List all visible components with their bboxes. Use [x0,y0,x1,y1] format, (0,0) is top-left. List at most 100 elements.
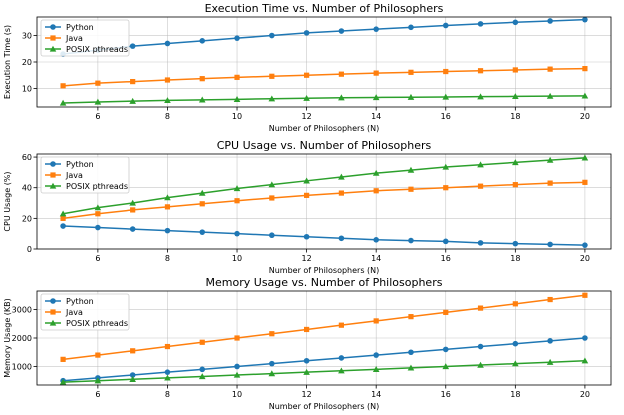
y-tick-label: 3000 [12,306,32,315]
legend-marker [50,298,56,304]
data-point [373,237,379,243]
x-tick-label: 6 [95,112,100,121]
x-axis-label: Number of Philosophers (N) [269,402,380,411]
legend-label: POSIX pthreads [66,319,128,328]
data-point [95,80,101,86]
data-point [582,335,588,341]
x-axis-label: Number of Philosophers (N) [269,266,380,275]
legend: Python Java POSIX pthreads [40,293,130,331]
data-point [442,346,449,353]
x-tick-label: 10 [232,112,242,121]
y-axis-label: Memory Usage (KB) [3,298,12,378]
data-point [512,93,519,100]
data-point [199,38,206,44]
data-point [198,189,206,196]
data-point [233,96,241,102]
data-point [304,72,310,78]
data-point [442,22,449,29]
data-point [581,92,589,99]
legend-marker [50,24,56,30]
data-point [164,343,171,350]
series-line [62,181,585,220]
data-point [164,204,171,210]
legend-box [40,19,130,57]
data-point [512,340,519,347]
data-point [234,335,240,341]
data-point [547,66,553,72]
data-point [164,97,171,104]
data-point [94,98,102,105]
data-point [268,95,276,102]
data-point [60,215,66,221]
data-point [60,83,66,89]
data-point [129,376,136,382]
axes-frame [36,153,612,250]
data-point [269,32,275,39]
data-point [477,361,484,368]
data-point [303,177,310,184]
data-point [60,356,66,362]
data-point [442,238,449,245]
data-point [129,97,136,104]
series-posix-pthreads [59,154,589,217]
data-point [582,242,588,248]
y-axis-label: Execution Time (s) [3,25,12,99]
series-line [63,360,585,383]
data-point [164,40,171,47]
data-point [303,357,310,364]
data-point [304,192,310,198]
x-tick-label: 18 [510,254,520,263]
data-point [95,211,101,217]
x-tick-label: 6 [95,254,100,263]
legend-label: POSIX pthreads [66,182,128,191]
data-point [130,78,136,85]
legend-marker [50,35,56,41]
data-point [95,352,101,358]
x-tick-label: 12 [302,254,312,263]
series-line [63,18,585,55]
legend-marker [50,309,56,315]
series-java [60,292,588,362]
x-tick-label: 20 [580,390,590,399]
data-point [547,296,553,303]
data-point [442,363,450,370]
data-point [94,377,102,384]
series-line [62,294,586,361]
data-point [338,173,345,180]
data-point [582,16,588,23]
y-tick-label: 30 [22,32,32,41]
data-point [234,35,240,41]
legend-label: POSIX pthreads [66,45,128,54]
data-point [164,77,171,83]
legend-label: Python [66,160,94,169]
data-point [199,201,205,207]
data-point [268,370,276,377]
series-java [60,179,588,221]
data-point [477,93,484,100]
data-point [234,198,240,204]
data-point [512,67,518,73]
data-point [338,190,344,196]
data-point [407,93,415,100]
chart-1: 6 8 10 12 14 16 18 20 10 20 30 Execution Time vs. N… [3,2,612,133]
y-tick-label: 2000 [12,334,32,343]
data-point [303,94,310,101]
data-point [233,371,241,378]
x-tick-label: 8 [165,390,170,399]
legend: Python Java POSIX pthreads [40,156,130,194]
x-tick-label: 8 [165,112,170,121]
data-point [407,364,415,371]
legend-label: Java [65,308,83,317]
data-point [338,367,345,374]
data-point [269,331,275,337]
data-point [303,368,310,375]
x-tick-label: 12 [302,390,312,399]
legend-box [40,156,130,194]
data-point [512,19,519,26]
x-tick-label: 14 [371,112,381,121]
data-point [164,369,171,375]
series-line [62,157,585,215]
chart-3: 6 8 10 12 14 16 18 20 1000 2000 3000 Memory Usage v… [3,276,612,411]
legend-label: Java [65,171,83,180]
x-tick-label: 18 [510,112,520,121]
